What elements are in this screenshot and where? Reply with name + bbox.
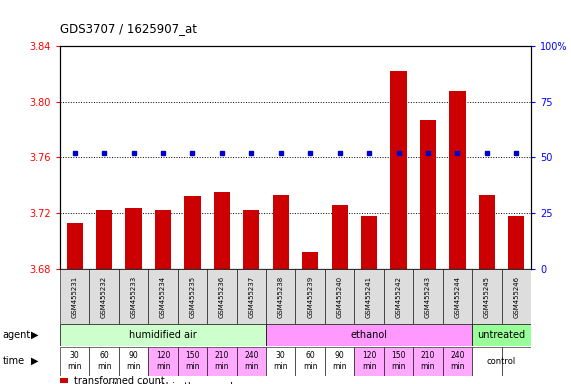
Text: 150
min: 150 min	[391, 351, 406, 371]
Text: percentile rank within the sample: percentile rank within the sample	[74, 382, 239, 384]
Bar	[325, 347, 355, 376]
Bar	[296, 269, 325, 324]
Bar	[355, 347, 384, 376]
Bar	[155, 210, 171, 269]
Bar	[60, 378, 69, 383]
Bar	[126, 207, 142, 269]
Text: GSM455239: GSM455239	[307, 275, 313, 318]
Bar	[472, 269, 501, 324]
Text: 90
min: 90 min	[332, 351, 347, 371]
Bar	[355, 269, 384, 324]
Bar	[96, 210, 112, 269]
Bar	[266, 347, 296, 376]
Bar	[266, 269, 296, 324]
Text: GSM455245: GSM455245	[484, 276, 490, 318]
Text: GSM455240: GSM455240	[337, 276, 343, 318]
Text: untreated: untreated	[477, 330, 526, 340]
Text: GSM455233: GSM455233	[131, 275, 136, 318]
Text: GSM455237: GSM455237	[248, 275, 254, 318]
Bar	[273, 195, 289, 269]
Text: GSM455243: GSM455243	[425, 276, 431, 318]
Text: 90
min: 90 min	[126, 351, 141, 371]
Bar	[501, 347, 531, 376]
Bar	[207, 269, 236, 324]
Bar	[90, 347, 119, 376]
Text: 210
min: 210 min	[421, 351, 435, 371]
Text: GSM455244: GSM455244	[455, 276, 460, 318]
Bar	[207, 347, 236, 376]
Text: 30
min: 30 min	[67, 351, 82, 371]
Bar	[214, 192, 230, 269]
Text: control: control	[487, 357, 516, 366]
Bar	[178, 347, 207, 376]
Bar	[266, 324, 472, 346]
Bar	[384, 347, 413, 376]
Bar	[413, 269, 443, 324]
Bar	[391, 71, 407, 269]
Text: 240
min: 240 min	[244, 351, 259, 371]
Text: humidified air: humidified air	[129, 330, 197, 340]
Text: 210
min: 210 min	[215, 351, 229, 371]
Bar	[236, 269, 266, 324]
Text: GSM455232: GSM455232	[101, 276, 107, 318]
Text: GSM455234: GSM455234	[160, 276, 166, 318]
Text: 60
min: 60 min	[97, 351, 111, 371]
Bar	[413, 347, 443, 376]
Text: GSM455242: GSM455242	[396, 276, 401, 318]
Text: GSM455238: GSM455238	[278, 275, 284, 318]
Text: 30
min: 30 min	[274, 351, 288, 371]
Text: GSM455246: GSM455246	[513, 276, 519, 318]
Bar	[501, 269, 531, 324]
Text: time: time	[3, 356, 25, 366]
Bar	[361, 216, 377, 269]
Text: GSM455235: GSM455235	[190, 276, 195, 318]
Bar	[332, 205, 348, 269]
Bar	[67, 223, 83, 269]
Text: GDS3707 / 1625907_at: GDS3707 / 1625907_at	[60, 22, 197, 35]
Bar	[60, 269, 90, 324]
Text: ▶: ▶	[31, 356, 39, 366]
Bar	[296, 347, 325, 376]
Text: 120
min: 120 min	[156, 351, 170, 371]
Bar	[472, 324, 531, 346]
Text: 150
min: 150 min	[185, 351, 200, 371]
Text: agent: agent	[3, 330, 31, 340]
Bar	[508, 216, 524, 269]
Bar	[472, 347, 501, 376]
Text: ▶: ▶	[31, 330, 39, 340]
Bar	[148, 347, 178, 376]
Bar	[236, 347, 266, 376]
Bar	[184, 196, 200, 269]
Text: GSM455236: GSM455236	[219, 275, 225, 318]
Bar	[60, 324, 266, 346]
Bar	[148, 269, 178, 324]
Bar	[443, 269, 472, 324]
Text: GSM455231: GSM455231	[72, 275, 78, 318]
Bar	[420, 120, 436, 269]
Bar	[178, 269, 207, 324]
Text: ethanol: ethanol	[351, 330, 388, 340]
Bar	[90, 269, 119, 324]
Text: 60
min: 60 min	[303, 351, 317, 371]
Bar	[60, 347, 90, 376]
Bar	[443, 347, 472, 376]
Text: 120
min: 120 min	[362, 351, 376, 371]
Bar	[243, 210, 259, 269]
Text: GSM455241: GSM455241	[366, 276, 372, 318]
Bar	[325, 269, 355, 324]
Bar	[119, 269, 148, 324]
Bar	[302, 252, 318, 269]
Bar	[478, 195, 495, 269]
Bar	[119, 347, 148, 376]
Bar	[449, 91, 465, 269]
Text: 240
min: 240 min	[450, 351, 465, 371]
Bar	[384, 269, 413, 324]
Text: transformed count: transformed count	[74, 376, 165, 384]
